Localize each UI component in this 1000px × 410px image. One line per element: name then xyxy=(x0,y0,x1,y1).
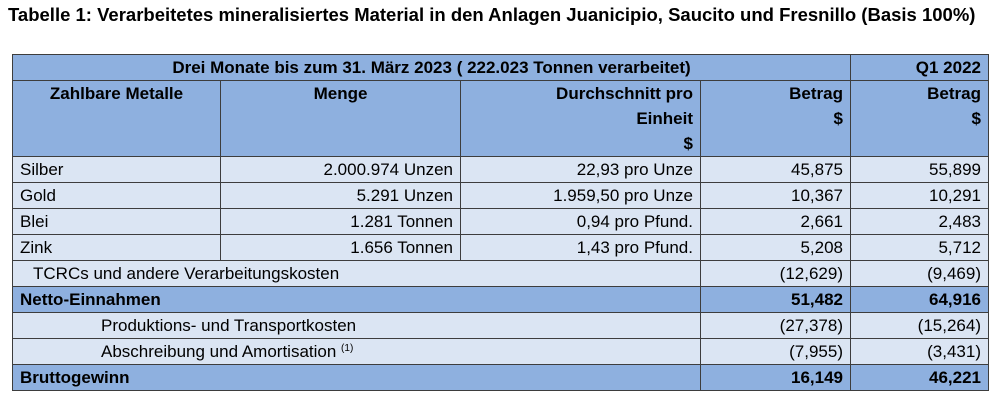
table-row-blei: Blei 1.281 Tonnen 0,94 pro Pfund. 2,661 … xyxy=(12,208,989,235)
metal-average: 1.959,50 pro Unze xyxy=(460,182,701,209)
metal-quantity: 2.000.974 Unzen xyxy=(220,156,461,183)
metal-amount: 5,208 xyxy=(700,234,851,261)
metal-quantity: 1.656 Tonnen xyxy=(220,234,461,261)
col-header-average-unit: $ xyxy=(683,134,693,153)
metal-amount-2022: 10,291 xyxy=(850,182,989,209)
col-header-quantity: Menge xyxy=(220,80,461,157)
col-header-amount-2022: Betrag $ xyxy=(850,80,989,157)
metal-amount: 10,367 xyxy=(700,182,851,209)
period-header: Drei Monate bis zum 31. März 2023 ( 222.… xyxy=(12,54,851,81)
metal-quantity: 1.281 Tonnen xyxy=(220,208,461,235)
metal-amount: 45,875 xyxy=(700,156,851,183)
col-header-average: Durchschnitt pro Einheit $ xyxy=(460,80,701,157)
table-row-gold: Gold 5.291 Unzen 1.959,50 pro Unze 10,36… xyxy=(12,182,989,209)
net-revenue-amount: 51,482 xyxy=(700,286,851,313)
net-revenue-label: Netto-Einnahmen xyxy=(12,286,701,313)
tcrc-amount: (12,629) xyxy=(700,260,851,287)
metal-name: Gold xyxy=(12,182,221,209)
col-header-average-line2: Einheit xyxy=(636,109,693,128)
table-row-silber: Silber 2.000.974 Unzen 22,93 pro Unze 45… xyxy=(12,156,989,183)
col-header-metals: Zahlbare Metalle xyxy=(12,80,221,157)
net-revenue-amount-2022: 64,916 xyxy=(850,286,989,313)
production-costs-amount: (27,378) xyxy=(700,312,851,339)
metal-amount-2022: 5,712 xyxy=(850,234,989,261)
table-row-production-costs: Produktions- und Transportkosten (27,378… xyxy=(12,312,989,339)
gross-profit-amount-2022: 46,221 xyxy=(850,364,989,391)
col-header-amount-label: Betrag xyxy=(789,84,843,103)
table-row-depreciation: Abschreibung und Amortisation (1) (7,955… xyxy=(12,338,989,365)
table-title: Tabelle 1: Verarbeitetes mineralisiertes… xyxy=(8,4,976,25)
metal-name: Silber xyxy=(12,156,221,183)
col-header-amount-unit: $ xyxy=(833,109,843,128)
table-row-net-revenue: Netto-Einnahmen 51,482 64,916 xyxy=(12,286,989,313)
financial-table: Drei Monate bis zum 31. März 2023 ( 222.… xyxy=(12,54,989,391)
depreciation-amount-2022: (3,431) xyxy=(850,338,989,365)
production-costs-amount-2022: (15,264) xyxy=(850,312,989,339)
col-header-amount-2022-unit: $ xyxy=(971,109,981,128)
production-costs-label: Produktions- und Transportkosten xyxy=(12,312,701,339)
depreciation-amount: (7,955) xyxy=(700,338,851,365)
gross-profit-amount: 16,149 xyxy=(700,364,851,391)
gross-profit-label: Bruttogewinn xyxy=(12,364,701,391)
metal-amount-2022: 2,483 xyxy=(850,208,989,235)
table-row-zink: Zink 1.656 Tonnen 1,43 pro Pfund. 5,208 … xyxy=(12,234,989,261)
metal-quantity: 5.291 Unzen xyxy=(220,182,461,209)
table-row-gross-profit: Bruttogewinn 16,149 46,221 xyxy=(12,364,989,391)
depreciation-footnote: (1) xyxy=(341,343,354,354)
metal-name: Blei xyxy=(12,208,221,235)
metal-amount-2022: 55,899 xyxy=(850,156,989,183)
depreciation-label: Abschreibung und Amortisation xyxy=(101,342,337,361)
tcrc-label: TCRCs und andere Verarbeitungskosten xyxy=(12,260,701,287)
col-header-amount-2022-label: Betrag xyxy=(927,84,981,103)
metal-average: 1,43 pro Pfund. xyxy=(460,234,701,261)
metal-average: 22,93 pro Unze xyxy=(460,156,701,183)
table-row-tcrc: TCRCs und andere Verarbeitungskosten (12… xyxy=(12,260,989,287)
tcrc-amount-2022: (9,469) xyxy=(850,260,989,287)
metal-average: 0,94 pro Pfund. xyxy=(460,208,701,235)
col-header-amount: Betrag $ xyxy=(700,80,851,157)
depreciation-cell: Abschreibung und Amortisation (1) xyxy=(12,338,701,365)
metal-name: Zink xyxy=(12,234,221,261)
metal-amount: 2,661 xyxy=(700,208,851,235)
q1-2022-header: Q1 2022 xyxy=(850,54,989,81)
col-header-average-line1: Durchschnitt pro xyxy=(556,84,693,103)
